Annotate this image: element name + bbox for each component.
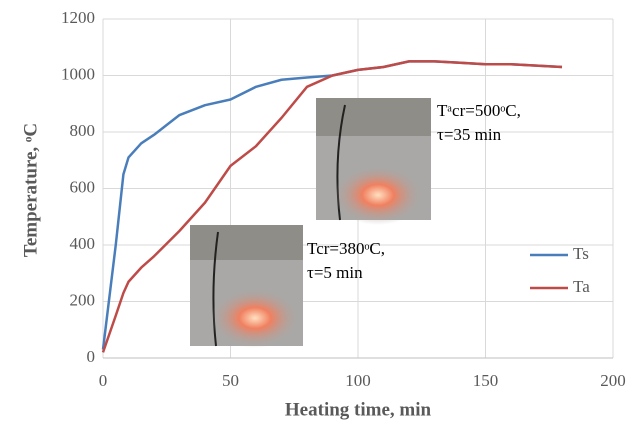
y-axis-title: Temperature, ᵒC xyxy=(20,123,41,257)
y-tick-label: 0 xyxy=(87,347,96,366)
y-tick-label: 800 xyxy=(70,121,96,140)
y-tick-label: 1000 xyxy=(61,64,95,83)
crack xyxy=(212,231,219,347)
x-tick-label: 50 xyxy=(222,371,239,390)
photo-top xyxy=(190,225,303,260)
y-tick-label: 600 xyxy=(70,177,96,196)
photos xyxy=(190,98,431,348)
annotation: τ=5 min xyxy=(307,263,363,282)
flame xyxy=(210,288,300,348)
x-tick-label: 100 xyxy=(345,371,371,390)
x-tick-label: 200 xyxy=(600,371,626,390)
x-tick-label: 0 xyxy=(99,371,108,390)
y-tick-label: 400 xyxy=(70,234,96,253)
annotation: Tcr=380ᵒC, xyxy=(307,239,385,258)
photo-top xyxy=(316,98,431,136)
line xyxy=(101,60,563,353)
y-tick-label: 200 xyxy=(70,290,96,309)
annotation: τ=35 min xyxy=(437,125,502,144)
x-axis-title: Heating time, min xyxy=(285,399,432,420)
flame xyxy=(333,165,423,225)
legend-label: Ta xyxy=(573,277,590,296)
annotation: Tᵃcr=500ᵒC, xyxy=(437,101,521,120)
y-tick-label: 1200 xyxy=(61,8,95,27)
x-tick-label: 150 xyxy=(473,371,499,390)
legend-label: Ts xyxy=(573,244,589,263)
